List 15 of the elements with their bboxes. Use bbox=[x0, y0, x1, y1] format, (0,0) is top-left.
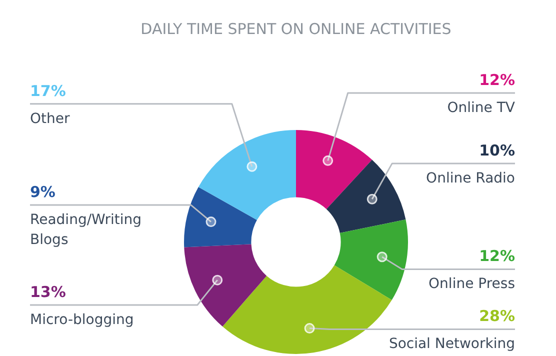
slice-label: Social Networking bbox=[388, 336, 515, 352]
data-label: 10% bbox=[479, 141, 515, 160]
data-label: 13% bbox=[30, 283, 66, 301]
slice-label: Micro-blogging bbox=[30, 312, 134, 328]
data-label: 28% bbox=[479, 307, 515, 326]
slice-label: Reading/Writing Blogs bbox=[30, 212, 142, 248]
data-label: 9% bbox=[30, 183, 56, 202]
slice-label: Online Press bbox=[428, 276, 515, 292]
data-label: 12% bbox=[479, 247, 515, 266]
slice-label: Online Radio bbox=[426, 170, 515, 186]
data-label: 12% bbox=[479, 71, 515, 90]
slice-label: Online TV bbox=[447, 100, 516, 116]
data-label: 17% bbox=[30, 82, 66, 100]
slice-label: Other bbox=[30, 110, 70, 127]
chart-title: DAILY TIME SPENT ON ONLINE ACTIVITIES bbox=[140, 20, 452, 38]
